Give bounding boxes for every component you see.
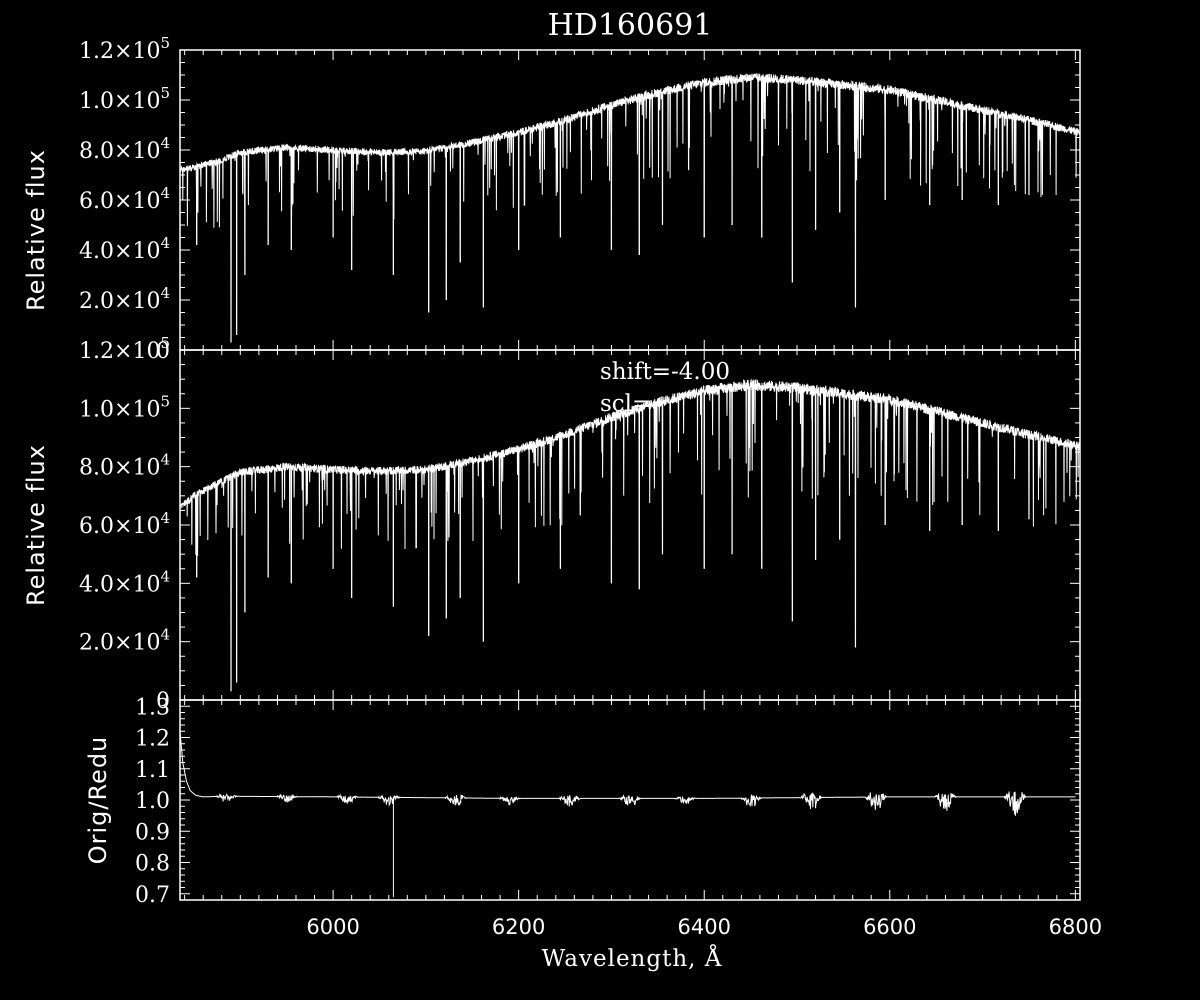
y-tick-label: 4.0×104 bbox=[79, 234, 170, 264]
y-tick-label: 1.0×105 bbox=[79, 392, 170, 422]
top-y-tick-labels: 0 2.0×104 4.0×104 6.0×104 8.0×104 1.0×105 1.2×… bbox=[79, 34, 170, 364]
middle-y-axis-label: Relative flux bbox=[22, 444, 50, 606]
y-tick-label: 1.2 bbox=[135, 727, 170, 752]
top-y-axis-label: Relative flux bbox=[22, 149, 50, 311]
y-tick-label: 0.9 bbox=[135, 820, 170, 845]
ratio-y-axis-label: Orig/Redu bbox=[84, 736, 112, 865]
y-tick-label: 0 bbox=[156, 339, 170, 364]
y-tick-label: 8.0×104 bbox=[79, 451, 170, 481]
ratio-plot bbox=[179, 731, 1076, 897]
y-tick-label: 1.0×105 bbox=[79, 84, 170, 114]
middle-flux-panel: 0 2.0×104 4.0×104 6.0×104 8.0×104 1.0×105 1.2×… bbox=[22, 334, 1081, 714]
flux-series bbox=[179, 378, 1081, 692]
y-tick-label: 4.0×104 bbox=[79, 567, 170, 597]
top-ticks bbox=[180, 49, 1080, 351]
y-tick-label: 0.7 bbox=[135, 883, 170, 908]
x-axis-label: Wavelength, Å bbox=[542, 944, 723, 972]
y-tick-label: 6.0×104 bbox=[79, 509, 170, 539]
y-tick-label: 1.2×105 bbox=[79, 34, 170, 64]
middle-y-tick-labels: 0 2.0×104 4.0×104 6.0×104 8.0×104 1.0×105 1.2×… bbox=[79, 334, 170, 714]
ratio-panel: 0.7 0.8 0.9 1.0 1.1 1.2 1.3 6000 6200 6400 6600 68… bbox=[84, 695, 1102, 972]
top-spectrum-plot bbox=[179, 73, 1081, 343]
x-tick-label: 6400 bbox=[678, 915, 731, 939]
y-tick-label: 1.2×105 bbox=[79, 334, 170, 364]
middle-spectrum-plot bbox=[179, 378, 1081, 692]
x-tick-label: 6600 bbox=[863, 915, 916, 939]
chart-title: HD160691 bbox=[548, 8, 713, 43]
ratio-ticks bbox=[180, 699, 1080, 901]
ratio-series bbox=[179, 731, 1076, 816]
shift-annotation: shift=-4.00 bbox=[600, 359, 730, 385]
y-tick-label: 2.0×104 bbox=[79, 626, 170, 656]
x-tick-label: 6200 bbox=[492, 915, 545, 939]
x-tick-label: 6000 bbox=[306, 915, 359, 939]
scale-annotation: scl= bbox=[600, 391, 651, 417]
middle-ticks bbox=[180, 349, 1080, 701]
ratio-y-tick-labels: 0.7 0.8 0.9 1.0 1.1 1.2 1.3 bbox=[135, 695, 170, 908]
y-tick-label: 0.8 bbox=[135, 852, 170, 877]
y-tick-label: 2.0×104 bbox=[79, 284, 170, 314]
y-tick-label: 1.3 bbox=[135, 695, 170, 720]
top-flux-panel: 0 2.0×104 4.0×104 6.0×104 8.0×104 1.0×105 1.2×… bbox=[22, 34, 1081, 364]
y-tick-label: 1.1 bbox=[135, 758, 170, 783]
y-tick-label: 0 bbox=[156, 689, 170, 714]
x-tick-labels: 6000 6200 6400 6600 6800 bbox=[306, 915, 1102, 939]
y-tick-label: 6.0×104 bbox=[79, 184, 170, 214]
x-tick-label: 6800 bbox=[1049, 915, 1102, 939]
y-tick-label: 1.0 bbox=[135, 789, 170, 814]
y-tick-label: 8.0×104 bbox=[79, 134, 170, 164]
